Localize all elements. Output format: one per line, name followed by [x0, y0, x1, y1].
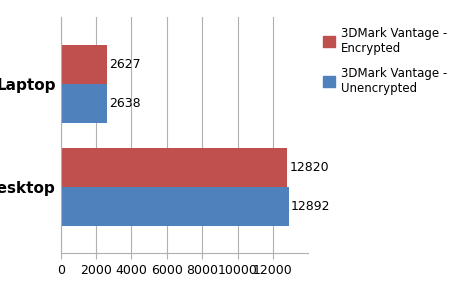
Text: 2638: 2638	[109, 97, 141, 110]
Bar	[61, 187, 289, 226]
Bar	[61, 45, 107, 84]
Bar	[61, 84, 107, 123]
Text: 12892: 12892	[291, 200, 330, 213]
Legend: 3DMark Vantage -
Encrypted, 3DMark Vantage -
Unencrypted: 3DMark Vantage - Encrypted, 3DMark Vanta…	[318, 22, 452, 99]
Bar	[61, 148, 287, 187]
Text: 12820: 12820	[290, 161, 329, 174]
Text: 2627: 2627	[109, 58, 141, 71]
